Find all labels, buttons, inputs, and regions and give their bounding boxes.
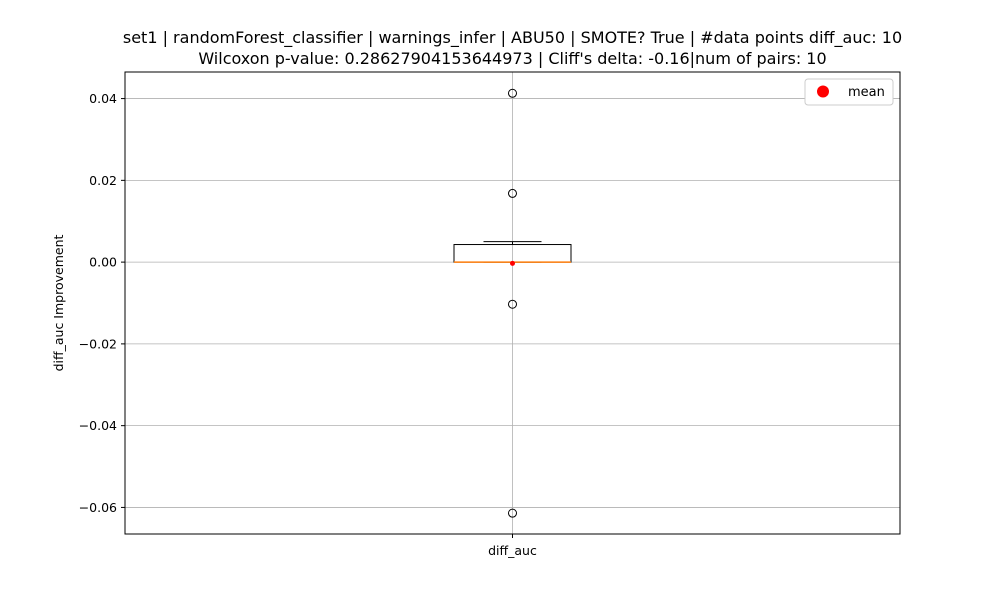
y-tick-label: −0.02 — [79, 336, 117, 351]
y-axis-label: diff_auc Improvement — [51, 235, 66, 372]
outlier-point — [508, 508, 517, 518]
outlier-point — [508, 88, 517, 98]
chart-title-line-2: Wilcoxon p-value: 0.28627904153644973 | … — [198, 49, 826, 68]
x-tick-label: diff_auc — [488, 543, 537, 558]
outlier-point — [508, 299, 517, 309]
y-tick-label: −0.04 — [79, 418, 117, 433]
legend-mean-label: mean — [848, 85, 885, 100]
y-tick-label: −0.06 — [79, 500, 117, 515]
mean-point — [510, 260, 515, 266]
legend: mean — [804, 78, 894, 106]
grid-lines — [125, 72, 900, 534]
plot-area — [453, 88, 572, 518]
axes: −0.06 −0.04 −0.02 0.00 0.02 0.04 diff_auc — [79, 71, 901, 558]
outlier-point — [508, 188, 517, 198]
legend-frame — [804, 78, 894, 106]
chart-title-line-1: set1 | randomForest_classifier | warning… — [123, 28, 902, 48]
y-tick-label: 0.04 — [89, 91, 117, 106]
legend-mean-marker — [817, 85, 829, 98]
y-tick-label: 0.02 — [89, 173, 117, 188]
y-tick-label: 0.00 — [89, 255, 117, 270]
